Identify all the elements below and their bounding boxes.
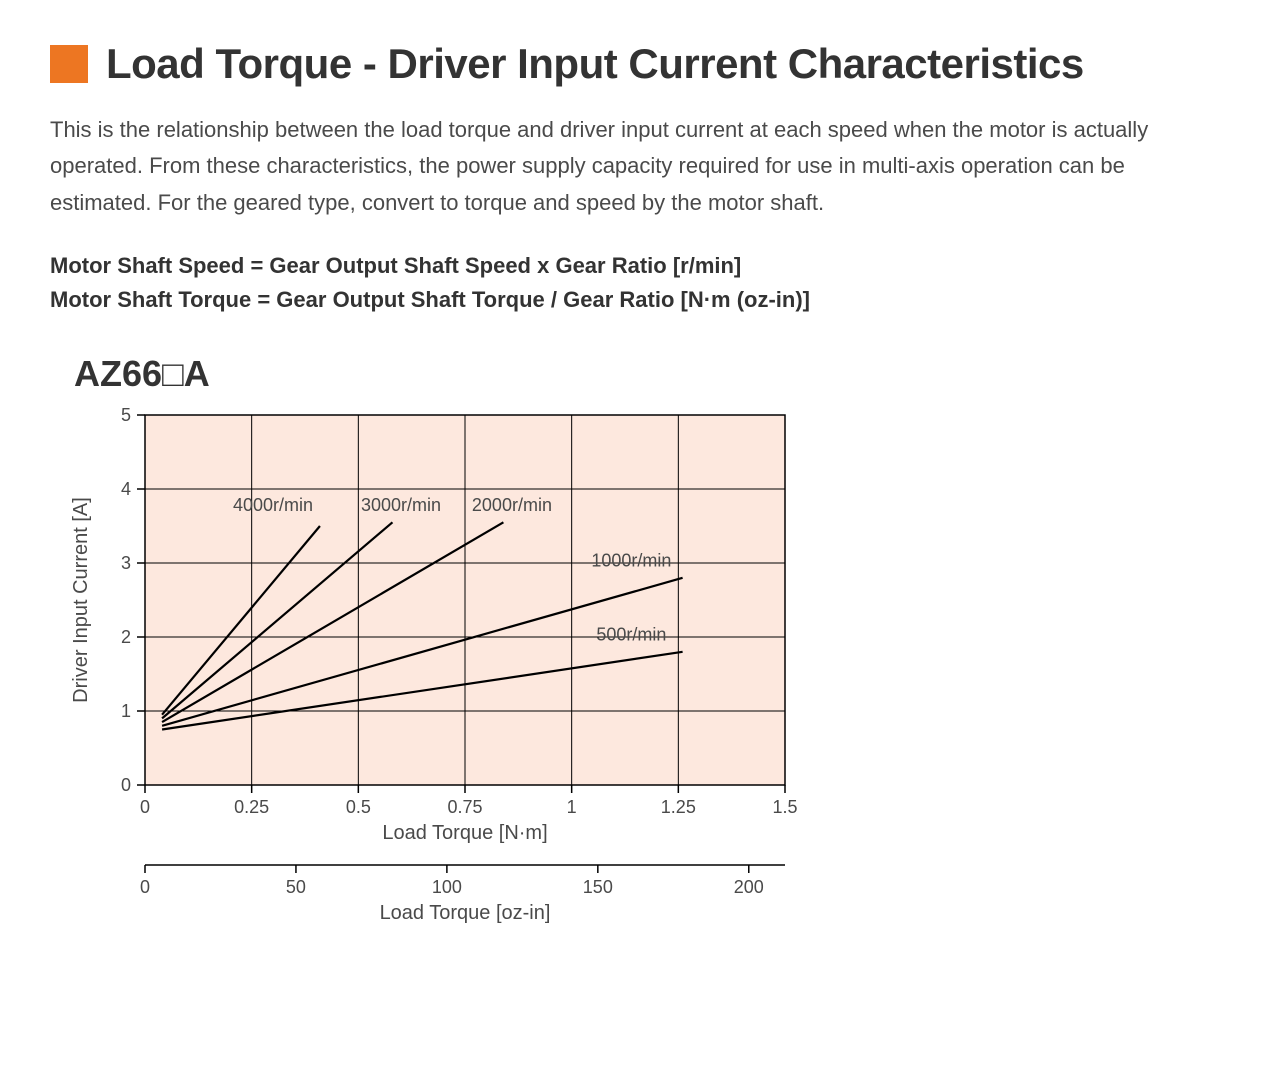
- chart-container: 0 1 2 3 4 5 Driver Input Current [A] 0 0.25 0.5 0.…: [50, 405, 1230, 965]
- load-torque-chart: 0 1 2 3 4 5 Driver Input Current [A] 0 0.25 0.5 0.…: [50, 405, 870, 965]
- formula-torque: Motor Shaft Torque = Gear Output Shaft T…: [50, 283, 1230, 317]
- page-title: Load Torque - Driver Input Current Chara…: [106, 40, 1084, 88]
- series-label: 2000r/min: [472, 495, 552, 515]
- x2-tick-label: 100: [432, 877, 462, 897]
- model-name: AZ66□A: [74, 353, 1230, 395]
- x1-tick-label: 0: [140, 797, 150, 817]
- formula-block: Motor Shaft Speed = Gear Output Shaft Sp…: [50, 249, 1230, 317]
- x2-tick-label: 150: [583, 877, 613, 897]
- series-label: 3000r/min: [361, 495, 441, 515]
- x1-tick-label: 0.75: [447, 797, 482, 817]
- x2-tick-label: 0: [140, 877, 150, 897]
- x2-tick-label: 50: [286, 877, 306, 897]
- series-label: 4000r/min: [233, 495, 313, 515]
- y-tick-label: 2: [121, 627, 131, 647]
- formula-speed: Motor Shaft Speed = Gear Output Shaft Sp…: [50, 249, 1230, 283]
- x2-axis-label: Load Torque [oz-in]: [380, 902, 551, 924]
- x1-tick-label: 1.25: [661, 797, 696, 817]
- y-axis-label: Driver Input Current [A]: [70, 497, 92, 703]
- title-marker-icon: [50, 45, 88, 83]
- series-label: 500r/min: [596, 625, 666, 645]
- series-label: 1000r/min: [591, 551, 671, 571]
- x1-tick-label: 1.5: [772, 797, 797, 817]
- y-tick-label: 4: [121, 479, 131, 499]
- x2-tick-label: 200: [734, 877, 764, 897]
- description-text: This is the relationship between the loa…: [50, 112, 1200, 221]
- x1-tick-label: 1: [567, 797, 577, 817]
- x1-tick-label: 0.5: [346, 797, 371, 817]
- y-tick-label: 1: [121, 701, 131, 721]
- x1-tick-label: 0.25: [234, 797, 269, 817]
- y-tick-label: 3: [121, 553, 131, 573]
- y-tick-label: 0: [121, 775, 131, 795]
- page-title-row: Load Torque - Driver Input Current Chara…: [50, 40, 1230, 88]
- x1-axis-label: Load Torque [N·m]: [382, 822, 547, 844]
- y-tick-label: 5: [121, 405, 131, 425]
